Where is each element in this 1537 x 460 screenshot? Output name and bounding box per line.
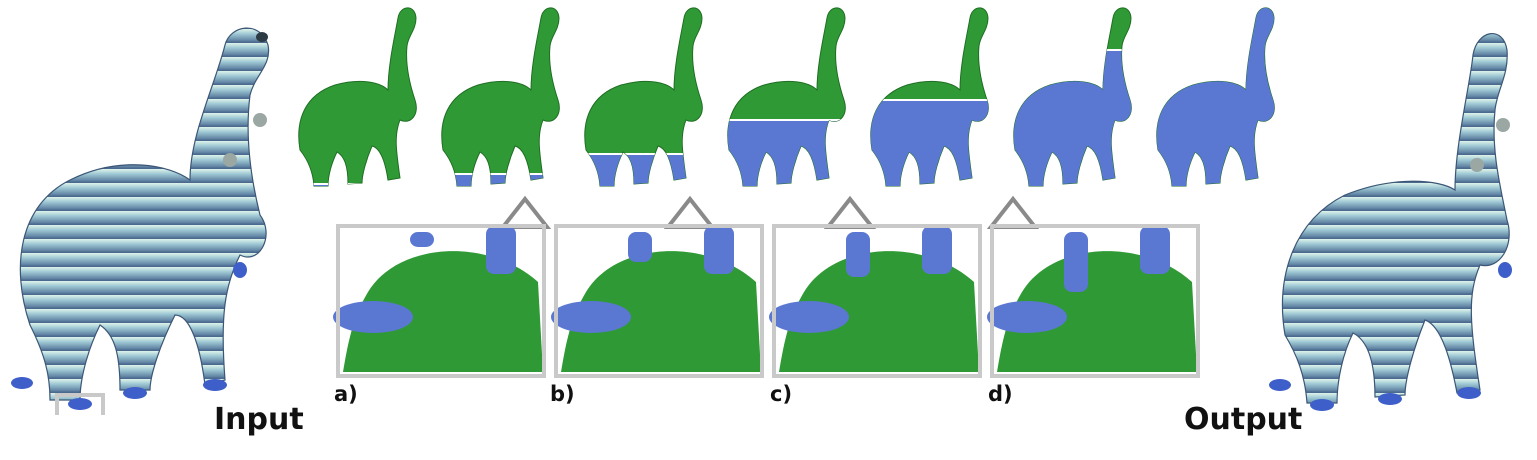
input-elephant-figure <box>0 15 300 415</box>
panel-label-c: c) <box>770 382 793 406</box>
zoom-panel-d <box>987 224 1200 378</box>
panel-label-a: a) <box>334 382 358 406</box>
blue-region-1 <box>298 184 417 186</box>
panel-label-b: b) <box>550 382 575 406</box>
sequence-elephant-7 <box>1156 7 1275 187</box>
panel-label-d: d) <box>988 382 1013 406</box>
zoom-panel-b <box>551 224 764 378</box>
blue-region-4 <box>727 120 846 186</box>
sequence-elephant-4 <box>727 7 846 187</box>
output-label: Output <box>1184 402 1303 437</box>
elephant-sequence <box>290 0 1290 200</box>
blue-region-3 <box>584 154 703 186</box>
zoom-panel-a <box>333 224 546 378</box>
blue-region-2 <box>441 174 560 186</box>
blue-region-6 <box>1013 50 1132 186</box>
sequence-elephant-2 <box>441 7 560 187</box>
sequence-elephant-5 <box>870 7 989 187</box>
zoom-panels <box>330 222 1210 382</box>
sequence-elephant-6 <box>1013 7 1132 187</box>
blue-region-7 <box>1156 7 1275 186</box>
input-label: Input <box>214 402 304 437</box>
sequence-elephant-3 <box>584 7 703 187</box>
blue-region-5 <box>870 100 989 186</box>
sequence-elephant-1 <box>298 7 417 187</box>
zoom-panel-c <box>769 224 982 378</box>
output-elephant-figure <box>1245 15 1537 415</box>
